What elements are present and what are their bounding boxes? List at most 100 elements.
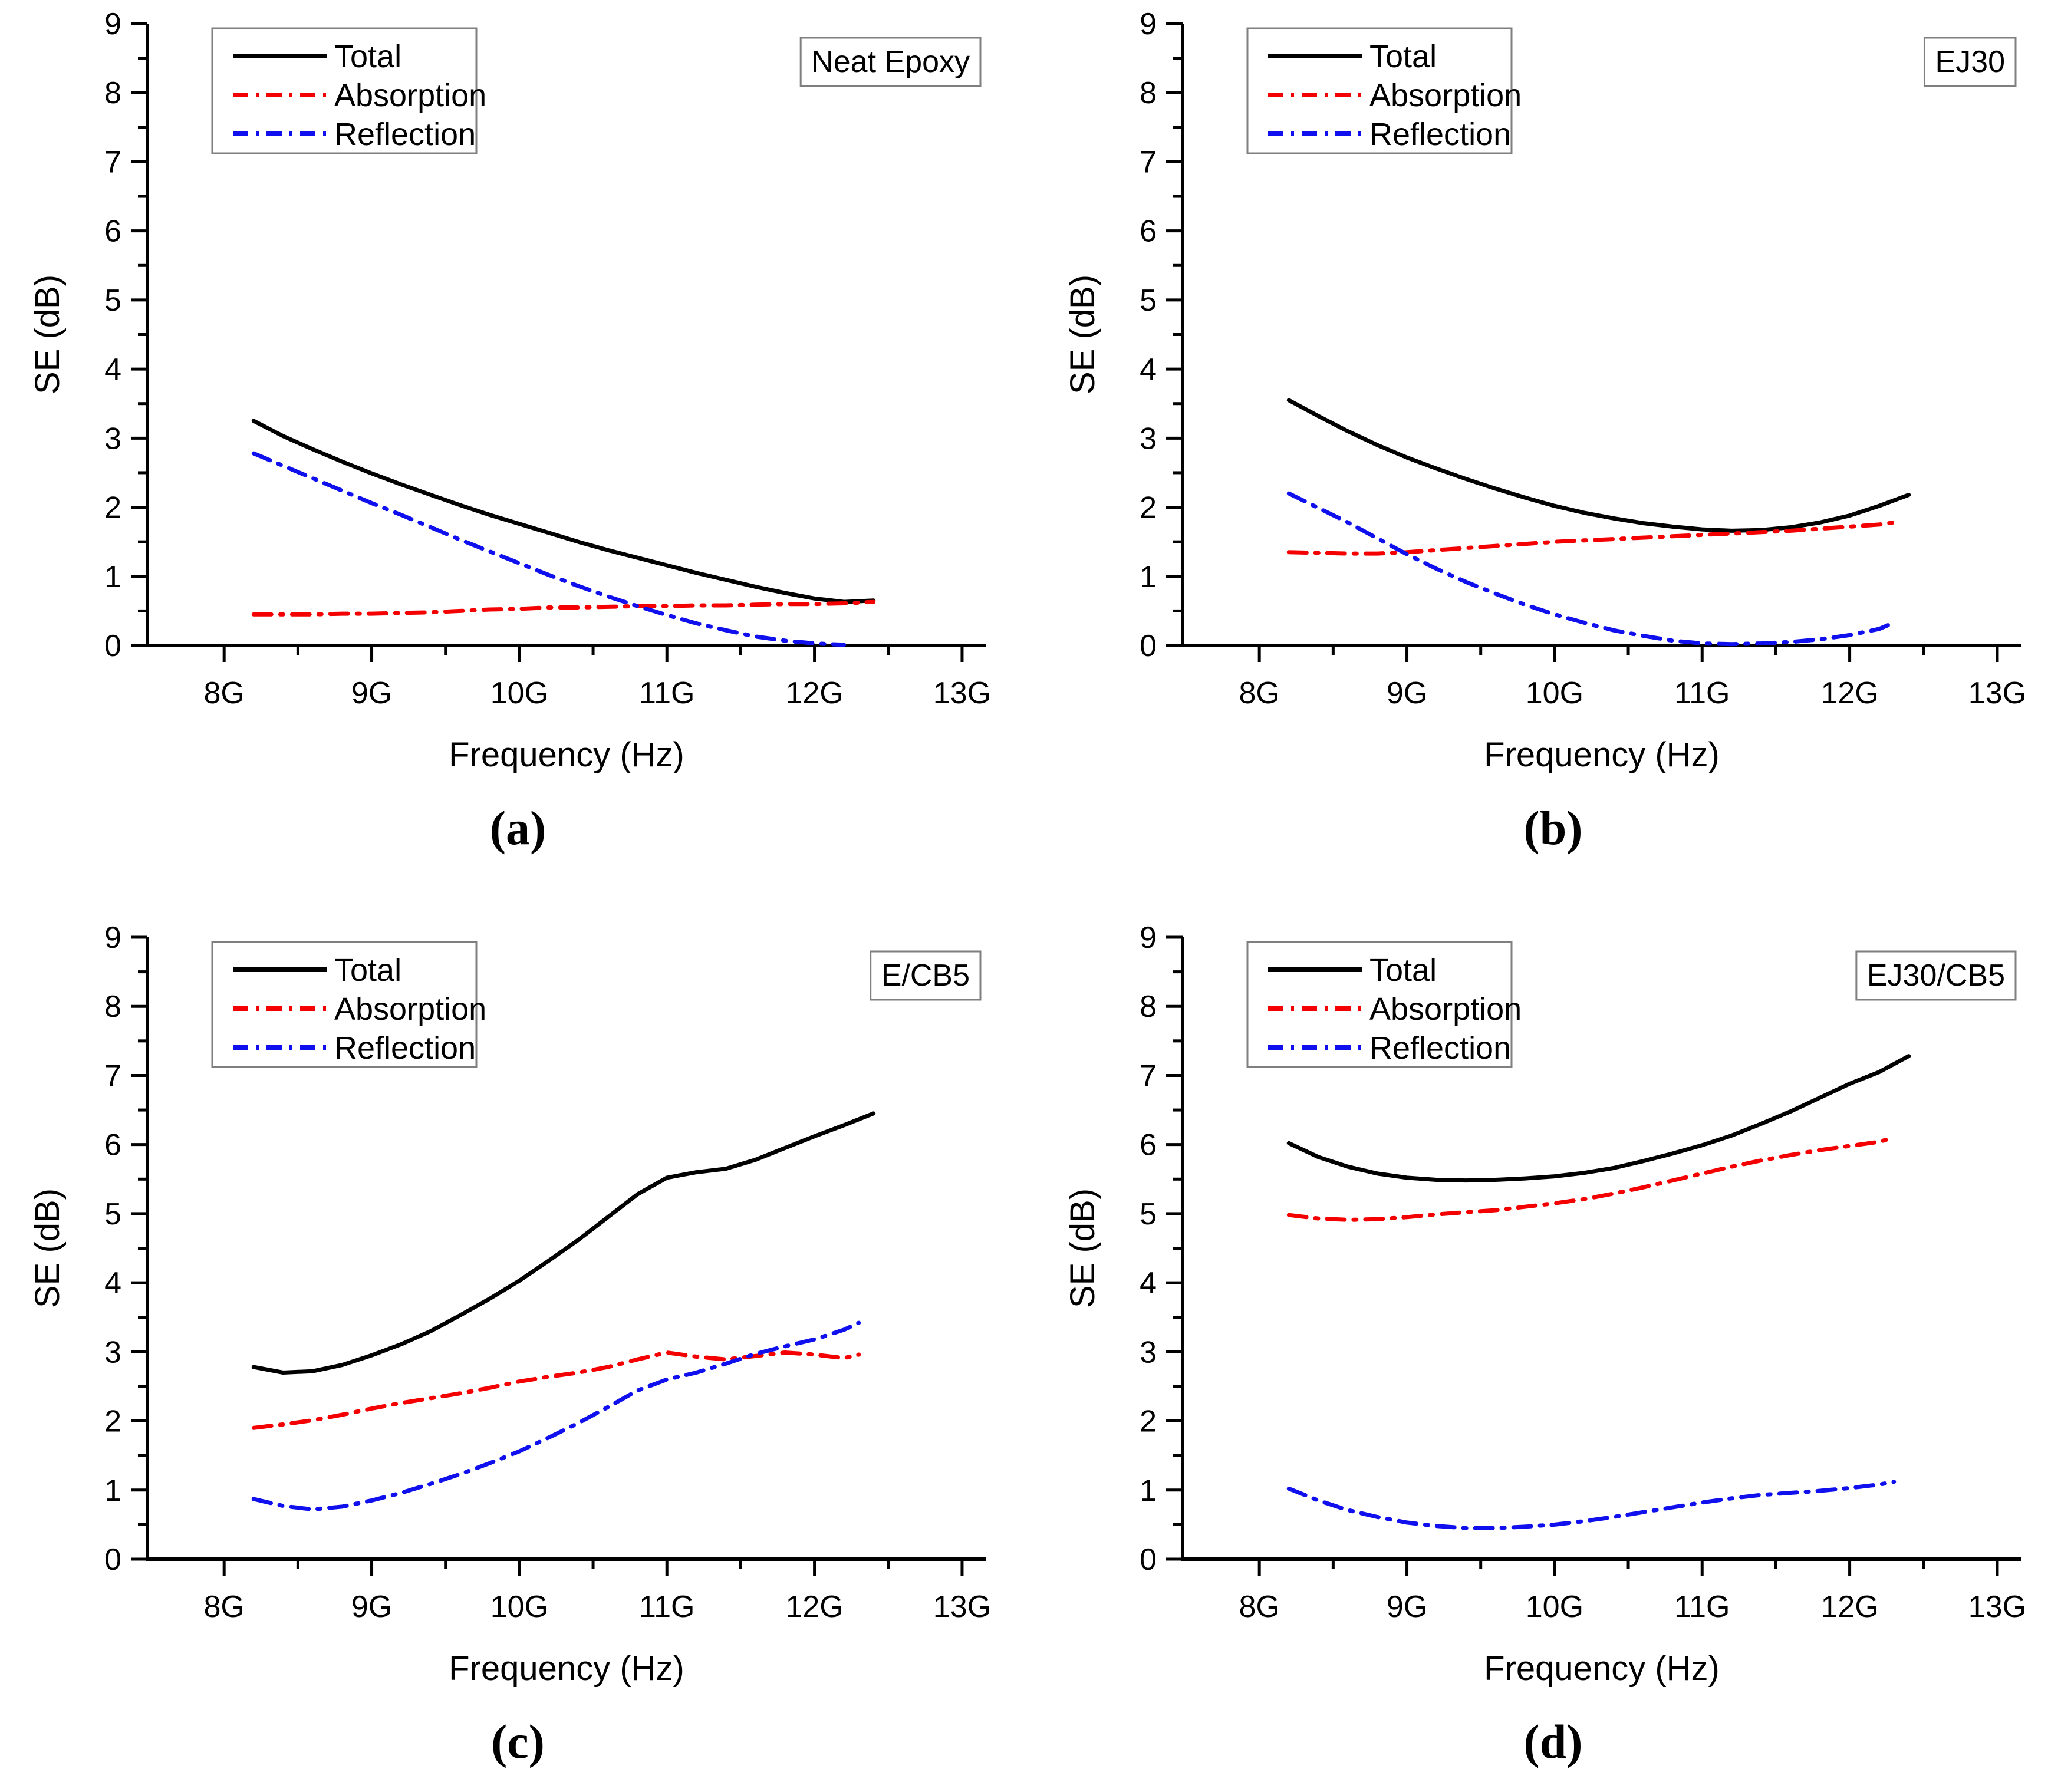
panel-caption-a: (a) bbox=[0, 801, 1036, 856]
y-tick-label: 1 bbox=[1140, 560, 1157, 594]
x-tick-label: 8G bbox=[203, 1590, 244, 1624]
y-tick-label: 3 bbox=[104, 1335, 121, 1369]
panel-title: E/CB5 bbox=[881, 958, 970, 993]
series-absorption bbox=[251, 599, 876, 617]
legend-label-reflection: Reflection bbox=[334, 1030, 476, 1066]
y-tick-label: 5 bbox=[104, 1197, 121, 1231]
panel-ej30: 8G 9G 10G 11G 12G 13G 0 1 2 3 4 5 6 7 8 9 Frequency (Hz)… bbox=[1035, 0, 2071, 878]
title-box: Neat Epoxy bbox=[799, 37, 982, 87]
panel-title: EJ30/CB5 bbox=[1867, 958, 2005, 993]
y-tick-label: 6 bbox=[1140, 215, 1157, 249]
y-tick-label: 6 bbox=[104, 215, 121, 249]
panel-neat-epoxy: 8G 9G 10G 11G 12G 13G 0 1 2 3 4 5 6 7 8 9 Frequency (Hz)… bbox=[0, 0, 1036, 878]
caption-text-c: (c) bbox=[490, 1715, 545, 1768]
legend: Total Absorption Reflection bbox=[1246, 27, 1522, 154]
y-tick-label: 5 bbox=[104, 284, 121, 318]
legend-label-absorption: Absorption bbox=[334, 78, 486, 113]
series-total bbox=[251, 419, 876, 604]
x-axis-title: Frequency (Hz) bbox=[449, 1649, 684, 1688]
tick-labels: 8G 9G 10G 11G 12G 13G 0 1 2 3 4 5 6 7 8 9 bbox=[104, 921, 991, 1624]
x-tick-label: 8G bbox=[203, 676, 244, 710]
x-tick-label: 10G bbox=[490, 676, 548, 710]
y-tick-label: 2 bbox=[1140, 491, 1157, 525]
y-axis-title: SE (dB) bbox=[1064, 1188, 1102, 1308]
title-box-frame bbox=[799, 37, 982, 87]
y-tick-label: 3 bbox=[1140, 1335, 1157, 1369]
y-tick-label: 2 bbox=[104, 491, 121, 525]
tick-labels: 8G 9G 10G 11G 12G 13G 0 1 2 3 4 5 6 7 8 9 bbox=[104, 7, 991, 710]
x-tick-label: 8G bbox=[1239, 676, 1279, 710]
y-tick-label: 0 bbox=[1140, 1543, 1157, 1577]
x-tick-label: 10G bbox=[490, 1590, 548, 1624]
x-tick-label: 9G bbox=[351, 676, 392, 710]
x-axis-title: Frequency (Hz) bbox=[1484, 1649, 1720, 1688]
x-tick-label: 10G bbox=[1526, 1590, 1583, 1624]
y-tick-label: 5 bbox=[1140, 284, 1157, 318]
y-tick-label: 0 bbox=[104, 629, 121, 663]
panel-caption-c: (c) bbox=[0, 1714, 1036, 1770]
legend-label-absorption: Absorption bbox=[1369, 991, 1522, 1027]
panel-caption-b: (b) bbox=[1035, 801, 2071, 856]
axis-ticks bbox=[1166, 22, 1999, 662]
y-tick-label: 4 bbox=[104, 353, 121, 387]
panel-title: EJ30 bbox=[1935, 45, 2005, 79]
y-tick-label: 7 bbox=[1140, 145, 1157, 179]
y-tick-label: 1 bbox=[104, 560, 121, 594]
tick-labels: 8G 9G 10G 11G 12G 13G 0 1 2 3 4 5 6 7 8 9 bbox=[1140, 7, 2026, 710]
x-tick-label: 11G bbox=[1674, 1590, 1730, 1624]
x-tick-label: 12G bbox=[1820, 676, 1878, 710]
y-tick-label: 8 bbox=[104, 76, 121, 110]
x-tick-label: 12G bbox=[785, 1590, 843, 1624]
legend-label-total: Total bbox=[1369, 39, 1437, 74]
legend-label-total: Total bbox=[334, 39, 401, 74]
x-tick-label: 13G bbox=[933, 1590, 991, 1624]
panel-caption-d: (d) bbox=[1035, 1714, 2071, 1770]
y-tick-label: 3 bbox=[104, 421, 121, 456]
y-tick-label: 8 bbox=[1140, 990, 1157, 1024]
series-absorption bbox=[1286, 1135, 1897, 1222]
series-total bbox=[1286, 398, 1911, 533]
y-axis-title: SE (dB) bbox=[28, 1188, 67, 1308]
x-axis-title: Frequency (Hz) bbox=[1484, 736, 1720, 774]
legend-label-reflection: Reflection bbox=[334, 117, 476, 152]
y-tick-label: 9 bbox=[104, 921, 121, 955]
chart-e-cb5: 8G 9G 10G 11G 12G 13G 0 1 2 3 4 5 6 7 8 9 Frequency (Hz)… bbox=[28, 921, 991, 1688]
x-tick-label: 11G bbox=[639, 676, 694, 710]
x-axis-title: Frequency (Hz) bbox=[449, 736, 684, 774]
title-box: E/CB5 bbox=[870, 950, 982, 1001]
x-tick-label: 10G bbox=[1526, 676, 1583, 710]
y-tick-label: 6 bbox=[104, 1128, 121, 1162]
legend-label-total: Total bbox=[1369, 953, 1437, 988]
legend-label-absorption: Absorption bbox=[1369, 78, 1522, 113]
y-tick-label: 8 bbox=[104, 990, 121, 1024]
panel-ej30-cb5: 8G 9G 10G 11G 12G 13G 0 1 2 3 4 5 6 7 8 9 Frequency (Hz)… bbox=[1035, 914, 2071, 1792]
series-reflection bbox=[1286, 491, 1897, 647]
chart-ej30-cb5: 8G 9G 10G 11G 12G 13G 0 1 2 3 4 5 6 7 8 9 Frequency (Hz)… bbox=[1064, 921, 2026, 1688]
caption-text-a: (a) bbox=[489, 801, 546, 855]
legend: Total Absorption Reflection bbox=[211, 27, 486, 154]
y-tick-label: 9 bbox=[1140, 921, 1157, 955]
x-tick-label: 12G bbox=[1820, 1590, 1878, 1624]
series-total bbox=[251, 1111, 876, 1375]
y-tick-label: 1 bbox=[1140, 1474, 1157, 1508]
x-tick-label: 13G bbox=[1968, 1590, 2026, 1624]
series-reflection bbox=[251, 451, 847, 647]
tick-labels: 8G 9G 10G 11G 12G 13G 0 1 2 3 4 5 6 7 8 9 bbox=[1140, 921, 2026, 1624]
x-tick-label: 13G bbox=[1968, 676, 2026, 710]
y-axis-title: SE (dB) bbox=[28, 275, 67, 394]
y-tick-label: 4 bbox=[1140, 1266, 1157, 1300]
x-tick-label: 9G bbox=[1387, 1590, 1427, 1624]
title-box-frame bbox=[870, 950, 982, 1001]
y-tick-label: 4 bbox=[104, 1266, 121, 1300]
title-box-frame bbox=[1923, 37, 2017, 87]
y-tick-label: 7 bbox=[104, 145, 121, 179]
y-tick-label: 5 bbox=[1140, 1197, 1157, 1231]
legend-label-reflection: Reflection bbox=[1369, 117, 1511, 152]
y-tick-label: 6 bbox=[1140, 1128, 1157, 1162]
x-tick-label: 9G bbox=[351, 1590, 392, 1624]
title-box: EJ30/CB5 bbox=[1855, 950, 2017, 1001]
y-tick-label: 7 bbox=[1140, 1059, 1157, 1093]
